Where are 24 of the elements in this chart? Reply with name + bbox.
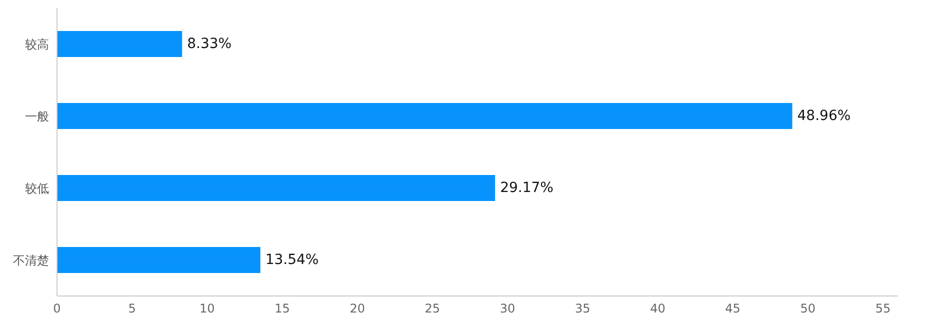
- x-tick-label: 40: [650, 302, 666, 316]
- x-tick-label: 30: [500, 302, 516, 316]
- x-tick-label: 0: [53, 302, 61, 316]
- y-tick-label: 较高: [25, 37, 49, 52]
- y-tick-label: 一般: [25, 109, 49, 124]
- bar: [57, 175, 496, 201]
- bar: [57, 31, 182, 57]
- x-tick-label: 35: [574, 302, 590, 316]
- x-tick-label: 10: [200, 302, 215, 316]
- bar: [57, 247, 260, 273]
- data-label: 8.33%: [187, 36, 232, 52]
- y-tick-label: 不清楚: [13, 253, 49, 268]
- data-label: 48.96%: [797, 108, 851, 124]
- x-tick-label: 50: [800, 302, 816, 316]
- x-tick-label: 45: [725, 302, 740, 316]
- x-tick-label: 5: [128, 302, 136, 316]
- x-tick-label: 15: [274, 302, 290, 316]
- x-tick-label: 20: [350, 302, 365, 316]
- y-tick-label: 较低: [25, 181, 49, 196]
- data-label: 13.54%: [265, 252, 319, 268]
- x-tick-label: 25: [424, 302, 440, 316]
- x-tick-label: 55: [875, 302, 891, 316]
- data-label: 29.17%: [500, 180, 554, 196]
- bar: [57, 103, 792, 129]
